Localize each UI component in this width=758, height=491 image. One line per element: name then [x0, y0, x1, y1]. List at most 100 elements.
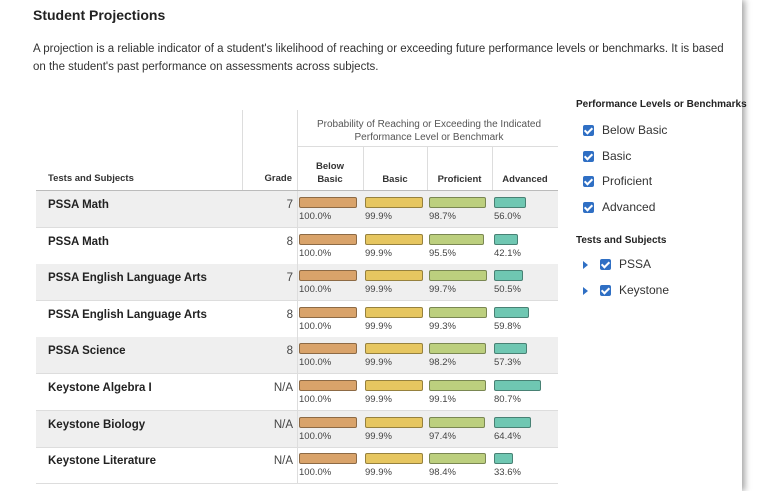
probability-bar: [299, 233, 357, 245]
test-name: PSSA Math: [48, 199, 109, 211]
cell-line: [297, 410, 298, 447]
cell-line: [297, 337, 298, 374]
row-line: [36, 300, 558, 302]
probability-bar: [429, 270, 487, 282]
probability-label: 100.0%: [299, 320, 332, 332]
probability-label: 80.7%: [494, 394, 521, 405]
column-header: Below Basic: [316, 161, 344, 185]
test-name: PSSA Science: [48, 345, 126, 358]
header-line: [363, 146, 364, 190]
probability-label: 99.9%: [365, 211, 392, 222]
expand-arrow[interactable]: [583, 287, 588, 295]
probability-bar: [494, 270, 524, 282]
test-name: PSSA English Language Arts: [48, 272, 207, 285]
header-line: [297, 110, 298, 190]
checkbox[interactable]: [583, 150, 594, 162]
probability-bar: [494, 197, 527, 208]
probability-bar: [429, 453, 487, 465]
cell-line: [297, 191, 298, 227]
grade: 7: [286, 272, 293, 285]
probability-bar: [365, 416, 423, 428]
test-name: PSSA English Language Arts: [48, 308, 207, 321]
probability-bar: [365, 453, 423, 465]
probability-label: 100.0%: [299, 284, 332, 296]
checkbox[interactable]: [600, 285, 611, 296]
probability-label: 99.9%: [365, 247, 392, 259]
probability-bar: [365, 343, 423, 355]
probability-label: 98.7%: [429, 211, 456, 222]
probability-label: 98.2%: [429, 357, 456, 369]
test-name: Keystone Literature: [48, 455, 157, 468]
test-name: Keystone Biology: [48, 418, 146, 431]
header-line: [492, 146, 493, 190]
probability-label: 42.1%: [494, 247, 521, 259]
row-line: [36, 263, 558, 265]
column-header: Advanced: [502, 174, 548, 185]
checkbox[interactable]: [600, 259, 611, 270]
checkbox[interactable]: [583, 176, 594, 187]
probability-label: 97.4%: [429, 430, 456, 442]
row-line: [36, 483, 558, 485]
probability-label: 100.0%: [299, 467, 332, 479]
probability-bar: [365, 306, 423, 318]
probability-bar: [429, 380, 487, 391]
grade: 8: [286, 235, 293, 248]
row-line: [36, 227, 558, 228]
expand-arrow[interactable]: [583, 261, 588, 269]
column-header: Proficient: [437, 174, 482, 185]
grade: 8: [286, 308, 293, 321]
probability-label: 99.9%: [365, 284, 392, 296]
filter-label[interactable]: Proficient: [602, 174, 653, 188]
probability-label: 100.0%: [299, 430, 332, 442]
cell-line: [297, 227, 298, 264]
probability-bar: [429, 306, 487, 318]
probability-label: 64.4%: [494, 430, 521, 442]
description: A projection is a reliable indicator of …: [33, 43, 724, 73]
probability-bar: [494, 453, 514, 465]
probability-bar: [429, 343, 486, 355]
probability-bar: [365, 270, 423, 282]
grade: N/A: [273, 418, 293, 431]
checkbox[interactable]: [583, 125, 594, 136]
probability-label: 100.0%: [299, 394, 332, 405]
probability-bar: [299, 380, 357, 391]
column-header: Tests and Subjects: [48, 173, 134, 184]
row-line: [36, 410, 558, 411]
probability-label: 99.9%: [365, 394, 392, 405]
tree-label[interactable]: PSSA: [619, 257, 652, 271]
header-line: [36, 190, 558, 191]
group-header: Probability of Reaching or Exceeding the…: [316, 119, 542, 143]
probability-bar: [494, 343, 528, 355]
probability-bar: [494, 233, 519, 245]
probability-bar: [429, 233, 485, 245]
row-line: [36, 446, 558, 448]
probability-bar: [299, 197, 357, 208]
probability-label: 99.3%: [429, 320, 456, 332]
probability-label: 33.6%: [494, 467, 521, 479]
filters-title: Performance Levels or Benchmarks: [576, 99, 747, 110]
probability-label: 99.9%: [365, 467, 392, 479]
header-line: [427, 146, 428, 190]
header-line: [242, 110, 243, 190]
cell-line: [297, 447, 298, 484]
probability-label: 56.0%: [494, 211, 521, 222]
probability-label: 100.0%: [299, 211, 332, 222]
probability-bar: [365, 380, 423, 391]
probability-label: 98.4%: [429, 467, 456, 479]
row-line: [36, 336, 558, 338]
probability-label: 99.1%: [429, 394, 456, 405]
filter-label[interactable]: Below Basic: [602, 123, 668, 137]
probability-label: 99.9%: [365, 320, 392, 332]
grade: N/A: [273, 382, 293, 394]
checkbox[interactable]: [583, 201, 594, 213]
probability-bar: [429, 416, 486, 428]
column-header: Grade: [264, 173, 292, 184]
filter-label[interactable]: Basic: [602, 148, 632, 163]
probability-bar: [365, 197, 423, 208]
probability-label: 95.5%: [429, 247, 456, 259]
filter-label[interactable]: Advanced: [602, 199, 656, 214]
tree-title: Tests and Subjects: [576, 235, 667, 246]
probability-bar: [365, 233, 423, 245]
probability-label: 99.9%: [365, 430, 392, 442]
tree-label[interactable]: Keystone: [619, 283, 670, 297]
